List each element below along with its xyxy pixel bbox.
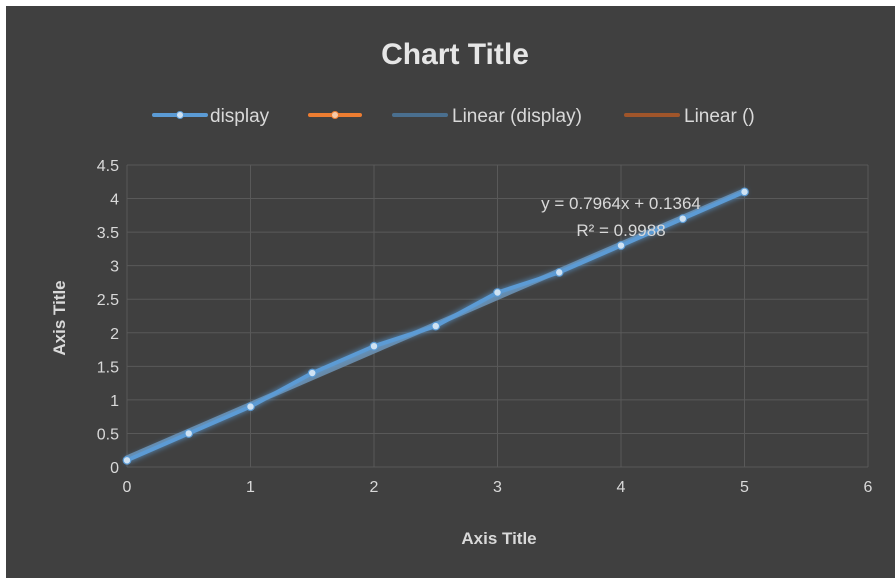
data-point[interactable]: [616, 241, 626, 250]
legend-label-linear-display: Linear (display): [452, 106, 582, 127]
x-tick-label: 6: [864, 479, 873, 496]
y-axis-title: Axis Title: [50, 280, 69, 355]
data-point[interactable]: [493, 288, 502, 297]
data-point[interactable]: [307, 368, 317, 378]
y-tick-label: 0.5: [97, 426, 119, 443]
y-tick-label: 1: [110, 393, 119, 410]
gridlines: [126, 164, 869, 468]
y-tick-label: 0: [110, 460, 119, 477]
data-point[interactable]: [369, 341, 379, 351]
x-tick-label: 4: [617, 479, 626, 496]
x-axis-ticks: 0 1 2 3 4 5 6: [123, 479, 873, 496]
data-point[interactable]: [122, 455, 132, 465]
data-point[interactable]: [740, 187, 749, 197]
x-tick-label: 2: [370, 479, 379, 496]
legend-item-display[interactable]: display: [152, 106, 270, 127]
data-point[interactable]: [431, 321, 441, 331]
chart-area: Chart Title display Linear (display) Lin…: [6, 6, 895, 578]
x-tick-label: 5: [740, 479, 749, 496]
y-tick-label: 4.5: [97, 158, 119, 175]
legend: display Linear (display) Linear (): [152, 106, 755, 127]
y-tick-label: 3.5: [97, 225, 119, 242]
data-point[interactable]: [554, 267, 564, 277]
y-tick-label: 1.5: [97, 359, 119, 376]
x-tick-label: 1: [246, 479, 255, 496]
legend-item-series-2[interactable]: [308, 111, 362, 119]
trendline-equation: y = 0.7964x + 0.1364: [541, 194, 701, 213]
y-axis-ticks: 0 0.5 1 1.5 2 2.5 3 3.5 4 4.5: [97, 158, 119, 477]
x-tick-label: 3: [493, 479, 502, 496]
chart-svg: Chart Title display Linear (display) Lin…: [50, 38, 873, 548]
data-point[interactable]: [678, 214, 688, 224]
y-tick-label: 4: [110, 192, 119, 209]
legend-label-display: display: [210, 106, 270, 127]
y-tick-label: 2.5: [97, 292, 119, 309]
legend-item-linear-display[interactable]: Linear (display): [392, 106, 582, 127]
legend-label-linear-empty: Linear (): [684, 106, 755, 127]
data-point[interactable]: [246, 402, 255, 412]
data-point[interactable]: [184, 429, 194, 438]
chart-title: Chart Title: [381, 38, 529, 71]
trendline-r-squared: R² = 0.9988: [576, 221, 665, 240]
legend-item-linear-empty[interactable]: Linear (): [624, 106, 755, 127]
y-tick-label: 2: [110, 326, 119, 343]
y-tick-label: 3: [110, 259, 119, 276]
x-axis-title: Axis Title: [461, 529, 536, 548]
series-display-points: [122, 187, 749, 465]
x-tick-label: 0: [123, 479, 132, 496]
